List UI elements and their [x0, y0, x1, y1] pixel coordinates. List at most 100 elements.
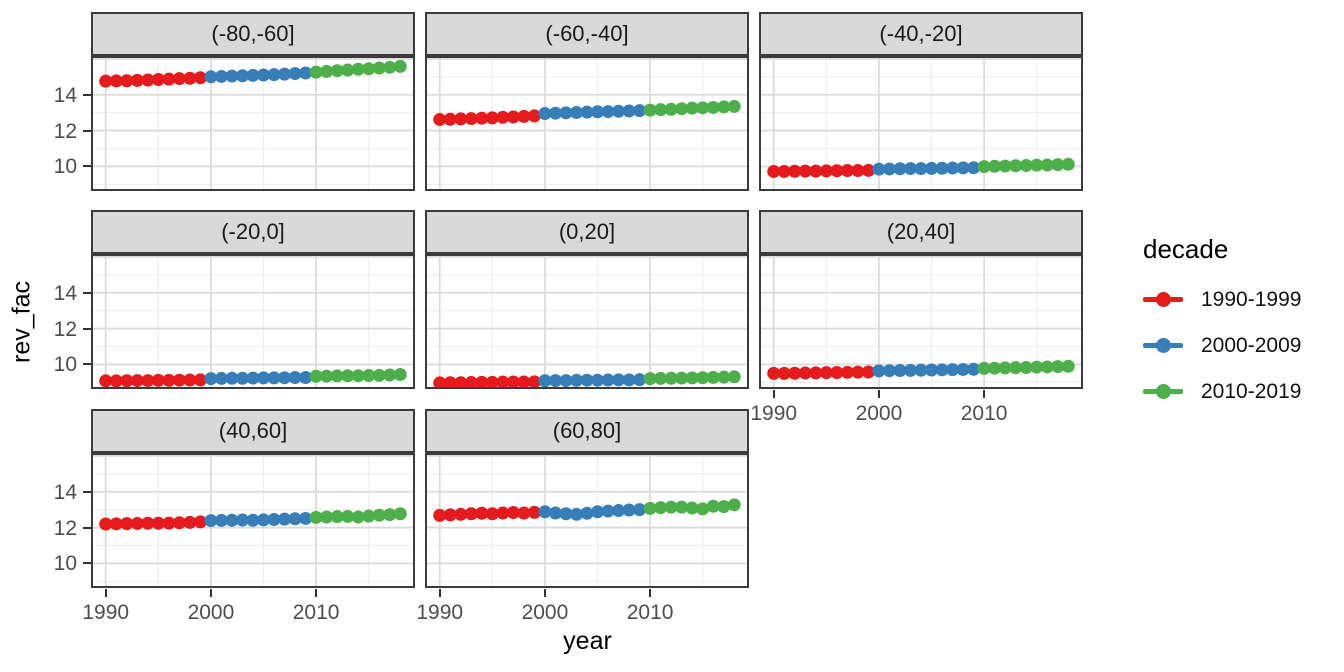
- data-point: [288, 67, 302, 81]
- data-point: [527, 109, 541, 123]
- data-point: [612, 104, 626, 118]
- data-point: [278, 67, 292, 81]
- panel-border: [759, 254, 1083, 389]
- data-point: [882, 364, 896, 378]
- data-point: [601, 504, 615, 518]
- data-point: [819, 164, 833, 178]
- data-point: [717, 100, 731, 114]
- data-point: [622, 373, 636, 387]
- data-point: [485, 375, 499, 389]
- data-point: [946, 363, 960, 377]
- data-point: [372, 368, 386, 382]
- data-point: [538, 374, 552, 388]
- data-point: [120, 517, 134, 531]
- facet-strip: (20,40]: [759, 210, 1083, 254]
- data-point: [235, 513, 249, 527]
- facet-strip: (-80,-60]: [91, 12, 415, 56]
- data-point: [654, 501, 668, 515]
- y-tick-label: 10: [53, 552, 77, 576]
- data-point: [454, 112, 468, 126]
- data-point: [1019, 360, 1033, 374]
- facet-strip: (60,80]: [425, 409, 749, 453]
- facet-panel: [759, 56, 1083, 191]
- data-point: [330, 369, 344, 383]
- data-point: [1019, 159, 1033, 173]
- data-point: [830, 164, 844, 178]
- data-point: [664, 102, 678, 116]
- facet-strip-label: (40,60]: [218, 418, 288, 443]
- data-point: [580, 105, 594, 119]
- data-point: [1061, 157, 1075, 171]
- data-point: [925, 363, 939, 377]
- y-tick-label: 12: [53, 317, 77, 341]
- x-tick-mark: [543, 589, 546, 597]
- data-point: [685, 371, 699, 385]
- x-tick-label: 2000: [855, 402, 903, 425]
- data-point: [475, 375, 489, 389]
- data-point: [777, 366, 791, 380]
- x-tick-label: 2000: [521, 601, 569, 624]
- y-tick-label: 14: [53, 480, 77, 504]
- data-point: [141, 374, 155, 388]
- data-point: [601, 105, 615, 119]
- data-point: [433, 112, 447, 126]
- data-point: [861, 163, 875, 177]
- data-point: [935, 161, 949, 175]
- legend-entry-1990s: 1990-1999: [1143, 287, 1301, 311]
- data-point: [548, 506, 562, 520]
- data-point: [788, 164, 802, 178]
- data-point: [893, 162, 907, 176]
- data-point: [109, 517, 123, 531]
- data-point: [372, 508, 386, 522]
- data-point: [99, 74, 113, 88]
- panel-border: [425, 56, 749, 191]
- facet-strip-label: (0,20]: [558, 219, 616, 244]
- data-point: [214, 371, 228, 385]
- data-point: [235, 69, 249, 83]
- data-point: [851, 365, 865, 379]
- data-point: [162, 72, 176, 86]
- data-point: [777, 164, 791, 178]
- data-point: [141, 516, 155, 530]
- facet-strip: (40,60]: [91, 409, 415, 453]
- data-point: [527, 375, 541, 389]
- data-point: [320, 510, 334, 524]
- facet-strip: (-60,-40]: [425, 12, 749, 56]
- data-point: [840, 365, 854, 379]
- data-point: [935, 363, 949, 377]
- data-point: [696, 502, 710, 516]
- data-point: [559, 374, 573, 388]
- data-point: [278, 512, 292, 526]
- data-point: [633, 503, 647, 517]
- data-point: [362, 509, 376, 523]
- x-tick-label: 2010: [626, 601, 674, 624]
- data-point: [351, 369, 365, 383]
- data-point: [998, 159, 1012, 173]
- data-point: [798, 164, 812, 178]
- data-point: [257, 371, 271, 385]
- data-point: [998, 361, 1012, 375]
- data-point: [506, 110, 520, 124]
- data-point: [433, 376, 447, 389]
- data-point: [809, 366, 823, 380]
- data-point: [580, 373, 594, 387]
- data-point: [538, 107, 552, 121]
- data-point: [675, 371, 689, 385]
- data-point: [1061, 359, 1075, 373]
- x-tick-label: 2010: [292, 601, 340, 624]
- data-point: [372, 61, 386, 75]
- data-point: [464, 112, 478, 126]
- facet-strip: (0,20]: [425, 210, 749, 254]
- y-tick-mark: [83, 363, 91, 366]
- y-tick-mark: [83, 291, 91, 294]
- data-point: [288, 512, 302, 526]
- data-point: [914, 363, 928, 377]
- data-point: [257, 68, 271, 82]
- facet-panel: [91, 56, 415, 191]
- data-point: [633, 373, 647, 387]
- legend-entry-label: 2000-2009: [1201, 333, 1302, 357]
- data-point: [309, 510, 323, 524]
- data-point: [1051, 158, 1065, 172]
- data-point: [548, 106, 562, 120]
- data-point: [383, 368, 397, 382]
